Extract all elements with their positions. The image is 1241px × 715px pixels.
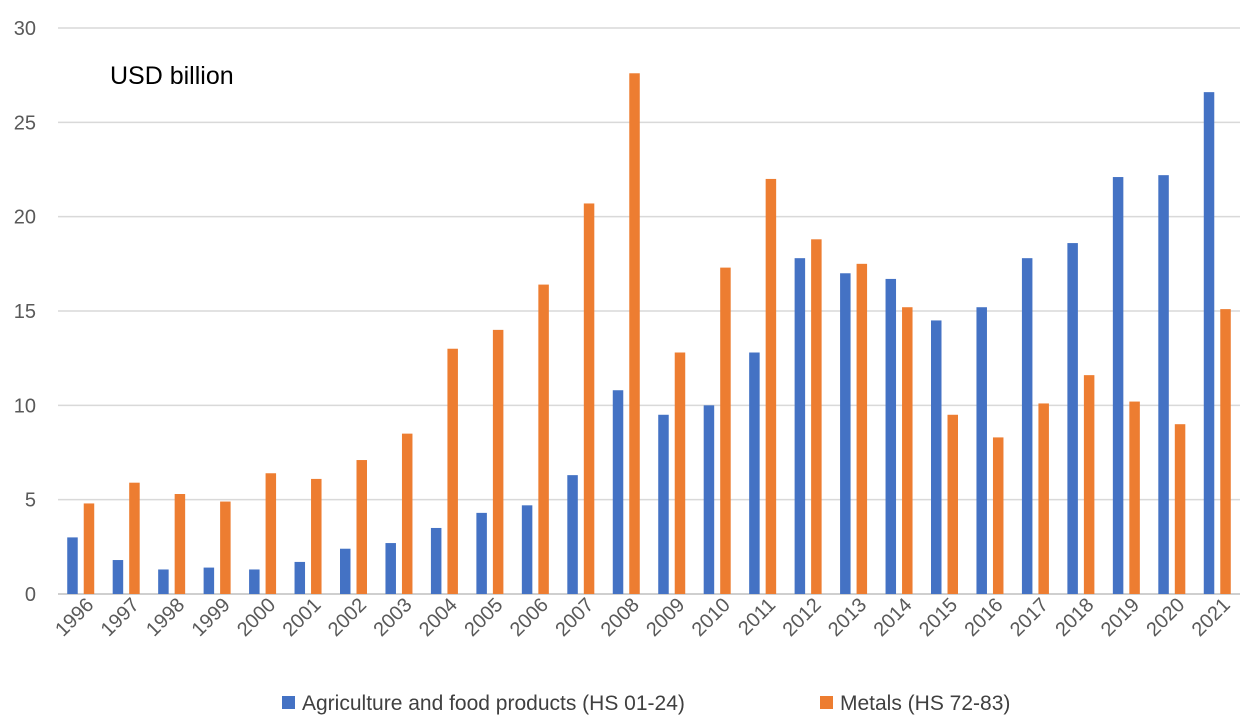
y-tick-label: 15	[14, 301, 36, 323]
bar-metals-2015	[947, 414, 958, 594]
bar-agriculture-2005	[476, 512, 487, 594]
x-tick-label: 2000	[233, 594, 280, 641]
legend-entry: Metals (HS 72-83)	[840, 692, 1010, 715]
y-tick-label: 0	[25, 584, 36, 606]
bar-agriculture-1996	[67, 537, 78, 594]
bar-agriculture-2017	[1021, 258, 1033, 594]
legend-swatch	[282, 696, 295, 709]
bar-agriculture-2020	[1158, 175, 1169, 594]
bar-metals-1998	[174, 494, 186, 594]
bar-agriculture-2001	[294, 561, 306, 594]
x-tick-label: 1997	[97, 594, 144, 641]
x-tick-label: 2003	[369, 594, 416, 641]
x-tick-label: 2015	[915, 594, 962, 641]
bar-metals-2019	[1129, 401, 1140, 594]
bar-agriculture-2006	[521, 505, 533, 594]
bar-metals-2020	[1174, 424, 1186, 594]
bar-agriculture-2011	[749, 352, 760, 594]
bar-metals-2014	[902, 307, 913, 594]
x-tick-label: 2011	[734, 594, 780, 640]
legend-entry: Agriculture and food products (HS 01-24)	[302, 692, 685, 715]
y-tick-label: 5	[25, 490, 36, 512]
bar-agriculture-2018	[1067, 243, 1078, 594]
bar-metals-2005	[492, 329, 504, 594]
bar-metals-2018	[1083, 375, 1095, 594]
bar-metals-2008	[629, 73, 640, 594]
bar-metals-2013	[856, 263, 868, 594]
x-tick-label: 1999	[188, 594, 235, 641]
bar-agriculture-1999	[203, 567, 215, 594]
bar-agriculture-2012	[794, 258, 806, 594]
bar-agriculture-2010	[703, 405, 715, 594]
bar-metals-1999	[220, 501, 231, 594]
x-tick-label: 1998	[142, 594, 189, 641]
bar-agriculture-2014	[885, 278, 897, 594]
legend: Agriculture and food products (HS 01-24)…	[282, 692, 1010, 715]
bar-metals-2007	[583, 203, 595, 594]
bar-agriculture-2013	[840, 273, 851, 594]
bar-metals-2017	[1038, 403, 1049, 594]
bar-agriculture-2004	[430, 527, 442, 594]
bar-metals-2003	[401, 433, 413, 594]
x-tick-label: 2009	[642, 594, 689, 641]
x-axis-ticks: 1996199719981999200020012002200320042005…	[51, 594, 1235, 641]
bar-agriculture-2000	[249, 569, 260, 594]
y-axis-ticks: 0 5 10 15 20 25 30	[14, 18, 36, 606]
bar-metals-2000	[265, 473, 277, 594]
bar-agriculture-2008	[612, 390, 624, 594]
legend-swatch	[820, 696, 833, 709]
gridlines	[58, 27, 1240, 595]
y-tick-label: 20	[14, 207, 36, 229]
bar-metals-2012	[811, 239, 822, 594]
bar-agriculture-2016	[976, 307, 987, 594]
bar-metals-2001	[311, 478, 322, 594]
bar-agriculture-2015	[931, 320, 942, 594]
bar-agriculture-1997	[112, 560, 124, 594]
x-tick-label: 2004	[415, 594, 462, 641]
x-tick-label: 2002	[324, 594, 371, 641]
bars	[67, 73, 1231, 594]
bar-metals-2010	[720, 267, 731, 594]
bar-agriculture-2021	[1203, 92, 1215, 594]
y-tick-label: 10	[14, 395, 36, 417]
unit-label: USD billion	[110, 62, 234, 90]
bar-agriculture-2009	[658, 414, 669, 594]
bar-agriculture-2003	[385, 543, 396, 594]
bar-metals-1997	[129, 482, 140, 594]
bar-agriculture-2019	[1112, 177, 1124, 594]
bar-metals-2009	[674, 352, 686, 594]
x-tick-label: 2007	[551, 594, 598, 641]
bar-metals-2011	[765, 178, 777, 594]
bar-metals-2002	[356, 460, 367, 594]
bar-agriculture-1998	[158, 569, 169, 594]
bar-agriculture-2002	[340, 548, 351, 594]
y-tick-label: 30	[14, 18, 36, 40]
bar-metals-1996	[83, 503, 95, 594]
x-tick-label: 2017	[1006, 594, 1053, 641]
x-tick-label: 2010	[688, 594, 735, 641]
x-tick-label: 2021	[1188, 594, 1235, 641]
x-tick-label: 2018	[1051, 594, 1098, 641]
x-tick-label: 2001	[279, 594, 326, 641]
x-tick-label: 2012	[779, 594, 826, 641]
x-tick-label: 2008	[597, 594, 644, 641]
bar-metals-2016	[992, 437, 1004, 594]
x-tick-label: 2013	[824, 594, 871, 641]
bar-metals-2006	[538, 284, 549, 594]
bar-metals-2021	[1220, 309, 1231, 594]
x-tick-label: 2005	[460, 594, 507, 641]
x-tick-label: 2020	[1142, 594, 1189, 641]
y-tick-label: 25	[14, 112, 36, 134]
x-tick-label: 2019	[1097, 594, 1144, 641]
x-tick-label: 2014	[870, 594, 917, 641]
bar-agriculture-2007	[567, 475, 578, 594]
x-tick-label: 2016	[960, 594, 1007, 641]
x-tick-label: 1996	[51, 594, 98, 641]
x-tick-label: 2006	[506, 594, 553, 641]
bar-metals-2004	[447, 348, 458, 594]
